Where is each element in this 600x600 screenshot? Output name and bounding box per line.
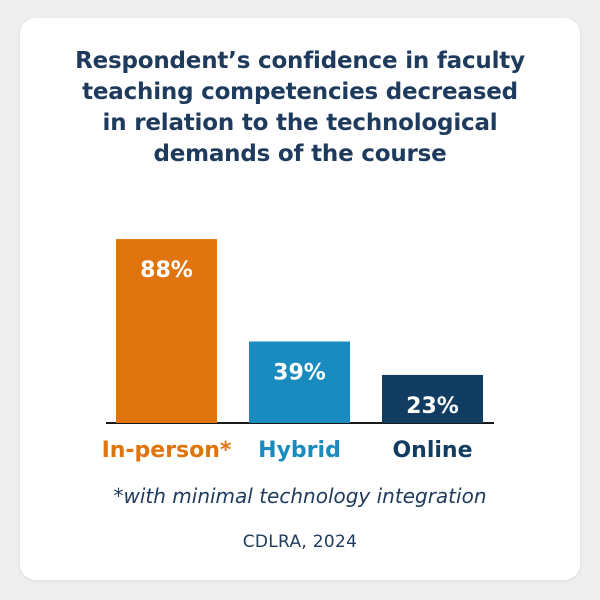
infographic-card: Respondent’s confidence in faculty teach…	[20, 18, 580, 580]
chart-title-line-2: teaching competencies decreased	[82, 79, 518, 105]
chart-title-line-1: Respondent’s confidence in faculty	[75, 48, 525, 74]
bar-online	[382, 374, 483, 423]
data-label-hybrid: 39%	[273, 360, 326, 385]
bar-chart: 88% In-person* 39% Hybrid 23% Online	[102, 239, 494, 463]
data-label-in-person: 88%	[140, 258, 193, 283]
source-citation: CDLRA, 2024	[242, 532, 358, 552]
category-label-online: Online	[392, 438, 472, 463]
footnote: *with minimal technology integration	[113, 484, 487, 508]
chart-title-line-3: in relation to the technological	[102, 110, 498, 136]
category-label-in-person: In-person*	[102, 438, 232, 463]
chart-title-line-4: demands of the course	[153, 141, 447, 167]
bar-in-person	[116, 239, 217, 423]
chart-title: Respondent’s confidence in faculty teach…	[20, 46, 580, 170]
category-label-hybrid: Hybrid	[258, 438, 341, 463]
bar-hybrid	[249, 341, 350, 423]
data-label-online: 23%	[406, 394, 459, 419]
